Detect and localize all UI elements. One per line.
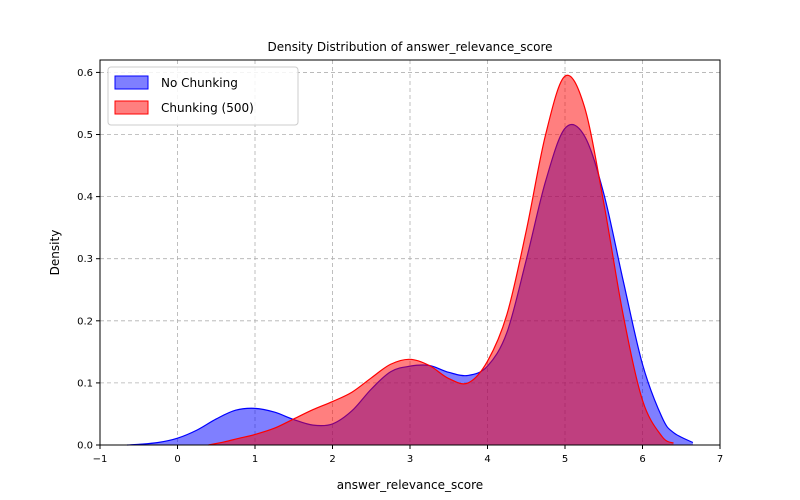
x-tick-label: 3 — [407, 454, 413, 465]
x-tick-label: 6 — [639, 454, 645, 465]
legend-swatch-no-chunking — [114, 75, 149, 90]
density-line-chunking-500 — [208, 74, 674, 446]
legend-label-no-chunking: No Chunking — [161, 76, 238, 90]
y-tick-label: 0.5 — [77, 130, 93, 141]
y-tick-label: 0.0 — [77, 441, 93, 452]
y-tick-label: 0.2 — [77, 316, 93, 327]
y-tick-label: 0.4 — [77, 192, 93, 203]
legend-swatch-chunking-500 — [114, 100, 149, 115]
legend: No Chunking Chunking (500) — [107, 66, 299, 126]
series-layer — [127, 74, 694, 446]
x-axis-label: answer_relevance_score — [337, 478, 483, 492]
legend-label-chunking-500: Chunking (500) — [161, 101, 254, 115]
y-tick-label: 0.3 — [77, 254, 93, 265]
x-tick-label: 1 — [252, 454, 258, 465]
x-tick-label: −1 — [93, 454, 108, 465]
x-tick-label: 0 — [174, 454, 180, 465]
chart-title: Density Distribution of answer_relevance… — [267, 40, 552, 54]
x-tick-label: 7 — [717, 454, 723, 465]
y-axis-label: Density — [48, 230, 62, 276]
x-tick-label: 2 — [329, 454, 335, 465]
y-tick-label: 0.1 — [77, 378, 93, 389]
y-tick-label: 0.6 — [77, 68, 93, 79]
ticks: −1 0 1 2 3 4 5 6 7 0.0 0.1 0.2 0.3 0.4 0.5 0.6 — [77, 68, 723, 465]
x-tick-label: 4 — [484, 454, 490, 465]
density-area-chunking-500 — [208, 75, 674, 445]
x-tick-label: 5 — [562, 454, 568, 465]
legend-box — [107, 66, 299, 126]
